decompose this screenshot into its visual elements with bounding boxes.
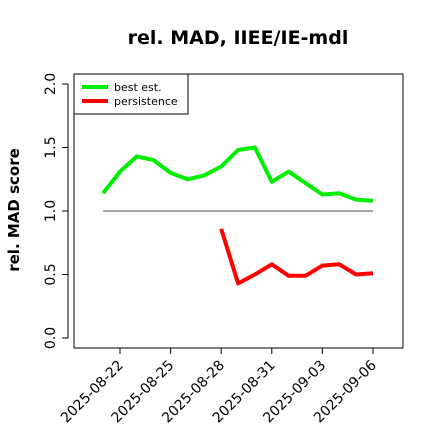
y-tick-label: 1.5 [43, 136, 59, 158]
series-line-persistence [219, 228, 374, 286]
legend: best est. persistence [73, 73, 189, 115]
y-axis-label: rel. MAD score [5, 148, 23, 272]
y-tick-label: 2.0 [43, 73, 59, 95]
y-tick-label: 0.5 [43, 263, 59, 285]
chart-title: rel. MAD, IIEE/IE-mdl [128, 27, 349, 49]
series-line-best-est [101, 145, 374, 203]
legend-box [73, 73, 189, 115]
legend-label-persistence: persistence [114, 95, 178, 108]
y-tick-label: 0.0 [43, 327, 59, 349]
legend-label-best-est: best est. [114, 81, 162, 94]
y-tick-label: 1.0 [43, 200, 59, 222]
